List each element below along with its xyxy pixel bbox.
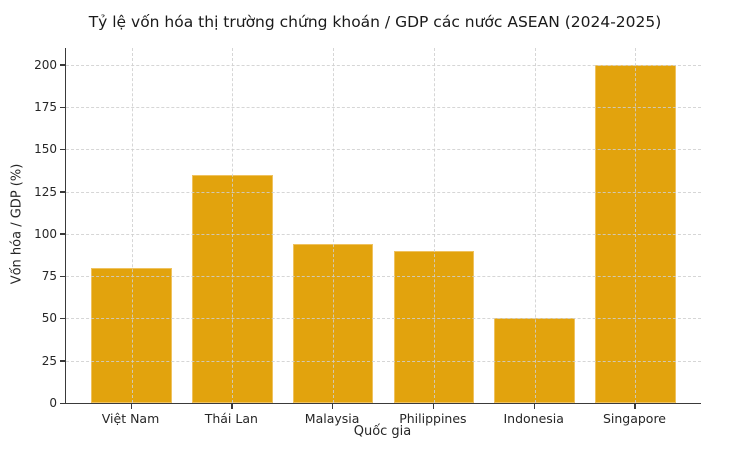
v-gridline (534, 48, 536, 403)
x-tick-label: Malaysia (304, 411, 360, 426)
x-tick-mark (533, 404, 536, 409)
v-gridline (232, 48, 234, 403)
x-tick-mark (231, 404, 233, 409)
v-gridline (333, 48, 335, 403)
chart-title: Tỷ lệ vốn hóa thị trường chứng khoán / G… (88, 13, 662, 31)
y-tick-mark (60, 233, 65, 235)
h-gridline (66, 276, 701, 278)
y-tick-mark (60, 275, 65, 278)
h-gridline (66, 107, 701, 109)
x-tick-mark (332, 404, 334, 409)
y-tick-label: 175 (34, 100, 57, 115)
y-tick-mark (60, 360, 65, 362)
y-tick-mark (60, 106, 65, 109)
y-tick-mark (60, 64, 65, 66)
y-tick-label: 25 (41, 353, 57, 368)
x-axis-label: Quốc gia (353, 424, 412, 439)
y-axis-label: Vốn hóa / GDP (%) (9, 163, 25, 285)
x-tick-mark (634, 404, 636, 409)
h-gridline (66, 360, 701, 362)
y-tick-label: 75 (41, 269, 57, 284)
y-tick-mark (60, 402, 65, 404)
y-tick-mark (60, 148, 65, 151)
x-tick-label: Indonesia (503, 411, 564, 426)
y-tick-label: 200 (34, 57, 57, 72)
h-gridline (66, 64, 701, 66)
x-tick-label: Philippines (399, 411, 467, 426)
h-gridline (66, 318, 701, 320)
x-tick-label: Thái Lan (204, 411, 258, 426)
bar-việt-nam (91, 267, 172, 403)
y-tick-mark (60, 191, 65, 193)
y-tick-mark (60, 317, 65, 320)
y-tick-label: 100 (34, 226, 57, 241)
y-tick-label: 125 (34, 184, 57, 199)
y-tick-label: 150 (34, 142, 57, 157)
v-gridline (131, 48, 133, 403)
x-tick-label: Singapore (602, 411, 666, 426)
x-tick-label: Việt Nam (101, 411, 160, 426)
x-tick-mark (432, 404, 435, 409)
h-gridline (66, 191, 701, 193)
plot-area (65, 48, 701, 404)
v-gridline (433, 48, 435, 403)
y-tick-label: 50 (41, 311, 57, 326)
v-gridline (635, 48, 637, 403)
h-gridline (66, 233, 701, 235)
h-gridline (66, 149, 701, 151)
y-tick-label: 0 (49, 396, 57, 410)
x-tick-mark (130, 404, 132, 409)
